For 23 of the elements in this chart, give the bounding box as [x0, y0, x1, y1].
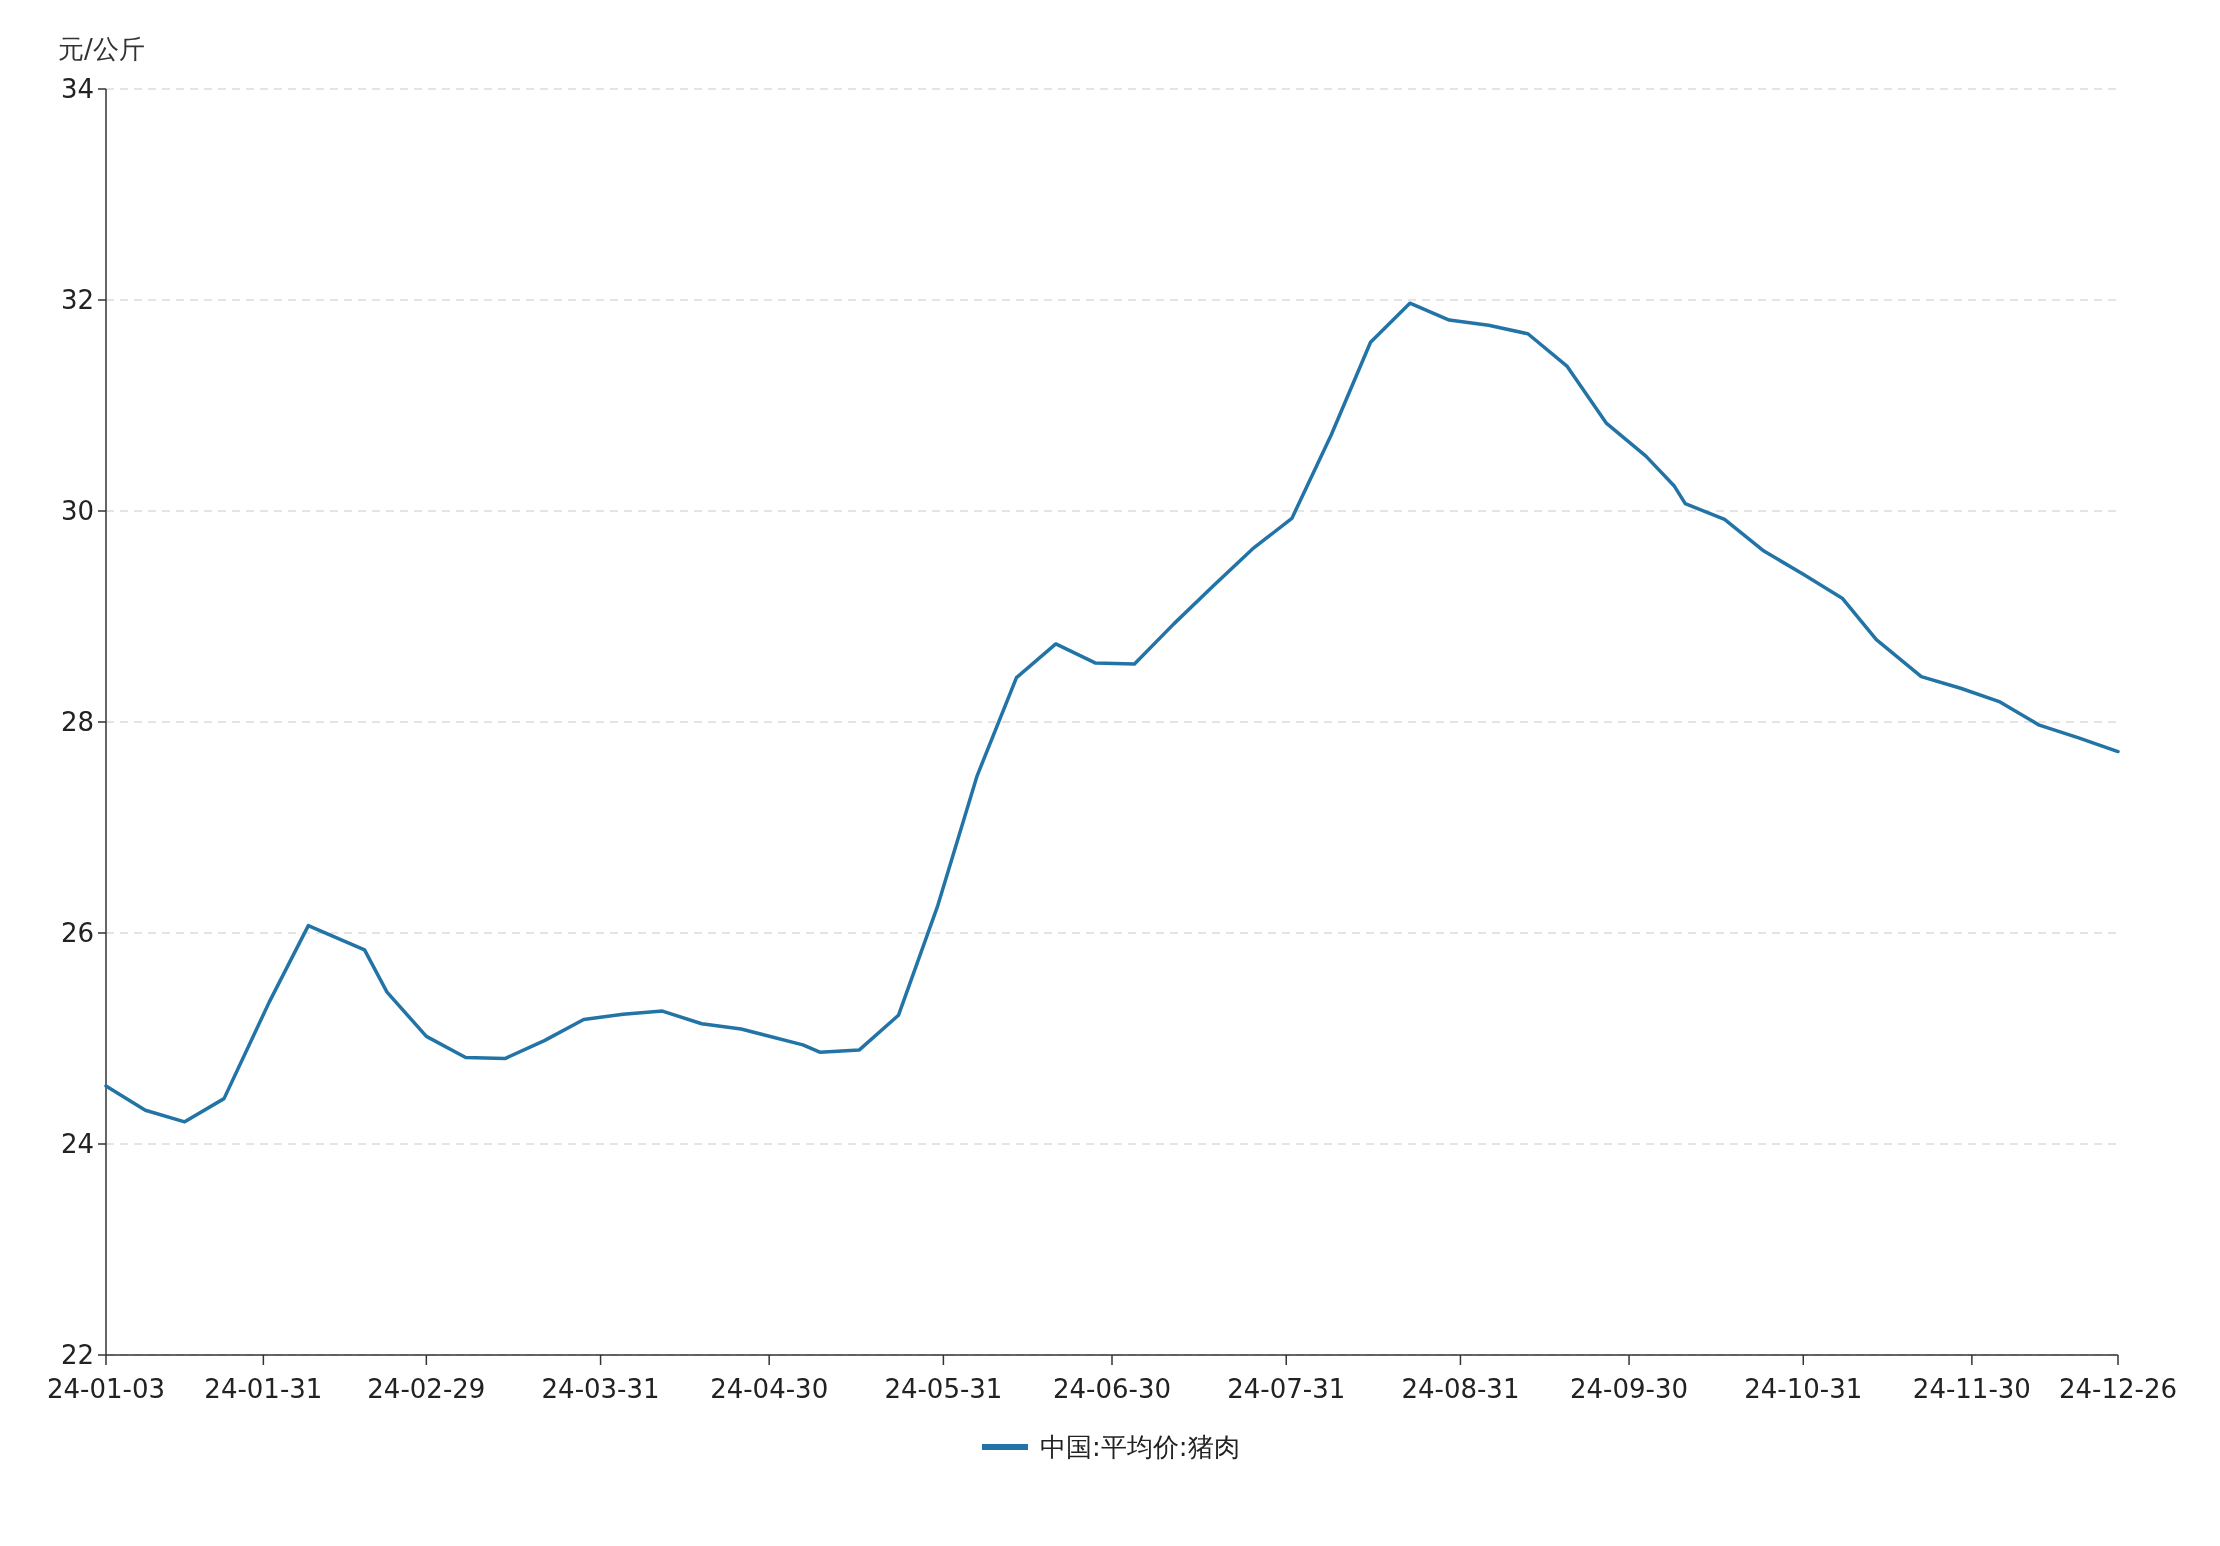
x-tick-label: 24-12-26 [2058, 1374, 2178, 1404]
x-tick-label: 24-01-03 [46, 1374, 166, 1404]
x-tick-label: 24-10-31 [1744, 1374, 1863, 1404]
y-tick-label: 26 [60, 918, 94, 948]
y-tick-label: 32 [60, 285, 94, 315]
x-tick-label: 24-04-30 [710, 1374, 829, 1404]
x-tick-label: 24-09-30 [1570, 1374, 1689, 1404]
line-series [104, 301, 2120, 1124]
x-tick-label: 24-07-31 [1227, 1374, 1346, 1404]
legend-label: 中国:平均价:猪肉 [1040, 1432, 1240, 1462]
y-tick-label: 24 [60, 1129, 94, 1159]
x-tick-label: 24-01-31 [204, 1374, 323, 1404]
x-tick-label: 24-02-29 [367, 1374, 486, 1404]
y-tick-label: 34 [60, 74, 94, 104]
y-tick-label: 28 [60, 707, 94, 737]
x-tick-label: 24-03-31 [541, 1374, 660, 1404]
x-tick-label: 24-05-31 [884, 1374, 1003, 1404]
y-tick-label: 30 [60, 496, 94, 526]
y-axis-title: 元/公斤 [58, 34, 145, 64]
y-tick-label: 22 [60, 1340, 94, 1370]
x-tick-label: 24-08-31 [1401, 1374, 1520, 1404]
x-tick-label: 24-11-30 [1912, 1374, 2031, 1404]
x-tick-label: 24-06-30 [1052, 1374, 1172, 1404]
